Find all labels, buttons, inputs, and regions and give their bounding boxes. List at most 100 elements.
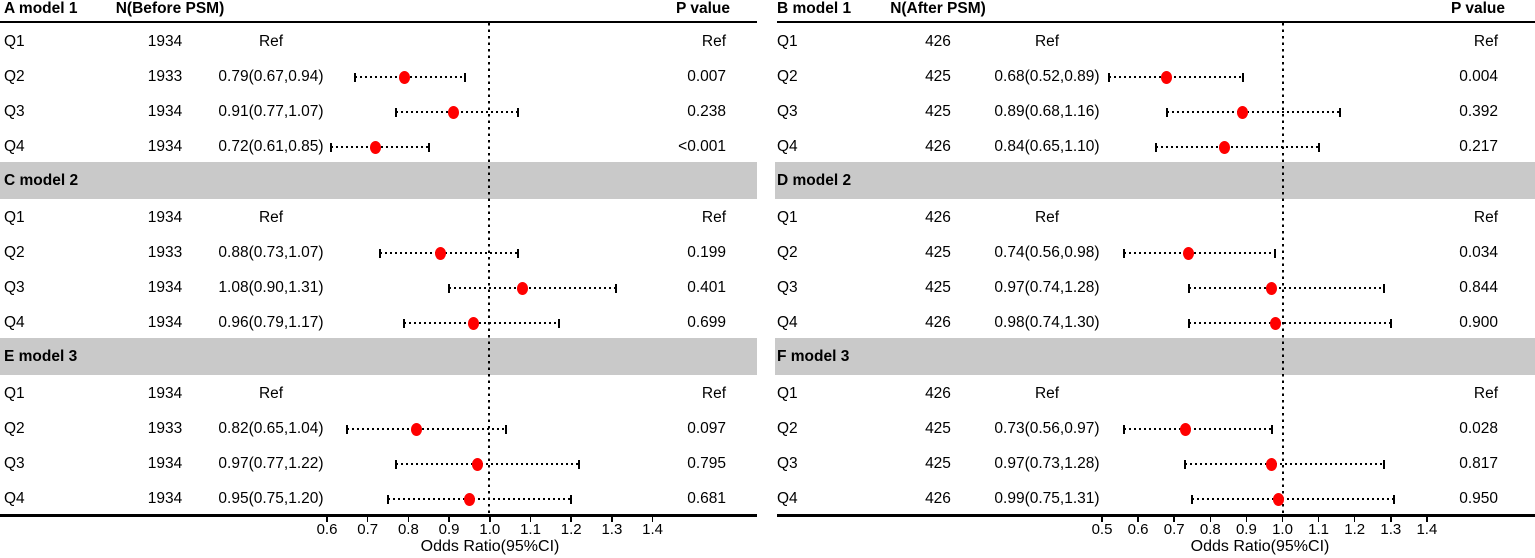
section-band [775, 338, 1535, 375]
ci-cap-right [505, 424, 508, 434]
row-group-label: Q1 [4, 33, 25, 50]
row-n-value: 1933 [147, 244, 183, 261]
row-p-value: 0.199 [687, 244, 726, 261]
row-n-value: 1934 [147, 209, 183, 226]
ci-cap-left [1184, 459, 1187, 469]
row-group-label: Q3 [4, 455, 25, 472]
row-or-ci: 1.08(0.90,1.31) [218, 279, 324, 296]
row-group-label: Q3 [777, 279, 798, 296]
row-group-label: Q2 [777, 244, 798, 261]
ci-whisker [1185, 463, 1384, 465]
row-group-label: Q1 [4, 209, 25, 226]
axis-tick-label: 1.0 [1272, 521, 1293, 538]
row-group-label: Q2 [4, 420, 25, 437]
row-group-label: Q4 [4, 490, 25, 507]
row-p-value: 0.097 [687, 420, 726, 437]
row-n-value: 426 [925, 490, 951, 507]
row-group-label: Q3 [777, 103, 798, 120]
axis-tick [1245, 516, 1248, 522]
row-or-ci: Ref [1034, 33, 1060, 50]
ci-cap-left [1187, 318, 1190, 328]
row-p-value: Ref [1473, 209, 1498, 226]
row-n-value: 425 [925, 244, 951, 261]
row-p-value: 0.699 [687, 314, 726, 331]
ci-whisker [347, 428, 507, 430]
row-group-label: Q3 [4, 279, 25, 296]
row-or-ci: Ref [258, 33, 284, 50]
ci-cap-left [448, 283, 451, 293]
or-point-marker [370, 140, 382, 154]
ci-whisker [404, 322, 559, 324]
row-n-value: 425 [925, 279, 951, 296]
or-point-marker [1273, 492, 1285, 506]
or-point-marker [447, 105, 459, 119]
or-point-marker [1161, 70, 1173, 84]
panel-before-title: A model 1 [4, 0, 78, 17]
axis-tick-label: 1.4 [642, 521, 664, 538]
row-or-ci: 0.89(0.68,1.16) [994, 103, 1100, 120]
axis-tick [1101, 516, 1103, 522]
row-p-value: 0.028 [1459, 420, 1498, 437]
ci-cap-right [578, 459, 581, 469]
panel-after-n-header: N(After PSM) [890, 0, 986, 17]
section-band [775, 162, 1535, 199]
or-point-marker [516, 281, 528, 295]
panel-after-reference-line [1282, 23, 1284, 514]
ci-cap-right [557, 318, 560, 328]
axis-tick [529, 516, 532, 522]
ci-cap-left [330, 142, 333, 152]
row-or-ci: 0.97(0.77,1.22) [218, 455, 324, 472]
row-n-value: 1933 [147, 68, 183, 85]
or-point-marker [1179, 422, 1191, 436]
axis-tick [1209, 516, 1212, 522]
ci-cap-left [1187, 283, 1190, 293]
row-group-label: Q1 [777, 209, 798, 226]
axis-tick [651, 516, 654, 522]
row-p-value: 0.900 [1459, 314, 1498, 331]
panel-before-reference-line [488, 23, 490, 514]
row-p-value: Ref [1473, 33, 1498, 50]
ci-cap-right [614, 283, 617, 293]
axis-tick [366, 516, 369, 522]
axis-tick-label: 0.6 [316, 521, 338, 538]
row-p-value: 0.844 [1459, 279, 1498, 296]
axis-tick-label: 0.9 [438, 521, 460, 538]
row-p-value: 0.401 [687, 279, 726, 296]
axis-tick-label: 1.1 [1308, 521, 1330, 538]
axis-tick-label: 1.1 [520, 521, 541, 538]
ci-whisker [396, 463, 580, 465]
ci-cap-right [1270, 424, 1273, 434]
ci-whisker [355, 76, 466, 78]
row-n-value: 1934 [147, 314, 183, 331]
row-or-ci: Ref [1034, 209, 1060, 226]
row-p-value: 0.950 [1459, 490, 1498, 507]
axis-tick-label: 1.4 [1416, 521, 1438, 538]
axis-tick-label: 0.7 [1163, 521, 1185, 538]
row-n-value: 1933 [147, 420, 183, 437]
row-group-label: Q2 [4, 68, 25, 85]
panel-before-n-header: N(Before PSM) [115, 0, 225, 17]
row-or-ci: Ref [258, 385, 284, 402]
row-n-value: 1934 [147, 385, 183, 402]
ci-cap-left [1122, 248, 1125, 258]
ci-cap-right [1274, 248, 1277, 258]
row-p-value: 0.681 [687, 490, 726, 507]
or-point-marker [398, 70, 410, 84]
row-group-label: Q1 [4, 385, 25, 402]
panel-before-p-header: P value [675, 0, 730, 17]
section-band [0, 338, 757, 375]
ci-whisker [1188, 287, 1384, 289]
row-n-value: 426 [925, 138, 951, 155]
row-n-value: 426 [925, 314, 951, 331]
row-n-value: 1934 [147, 103, 183, 120]
ci-cap-left [1122, 424, 1125, 434]
ci-whisker [1123, 252, 1276, 254]
row-n-value: 425 [925, 103, 951, 120]
row-or-ci: 0.72(0.61,0.85) [218, 138, 324, 155]
row-or-ci: 0.68(0.52,0.89) [994, 68, 1100, 85]
row-or-ci: 0.91(0.77,1.07) [218, 103, 324, 120]
row-or-ci: Ref [1034, 385, 1060, 402]
row-or-ci: 0.74(0.56,0.98) [994, 244, 1100, 261]
row-n-value: 1934 [147, 138, 183, 155]
axis-tick-label: 1.3 [1380, 521, 1402, 538]
